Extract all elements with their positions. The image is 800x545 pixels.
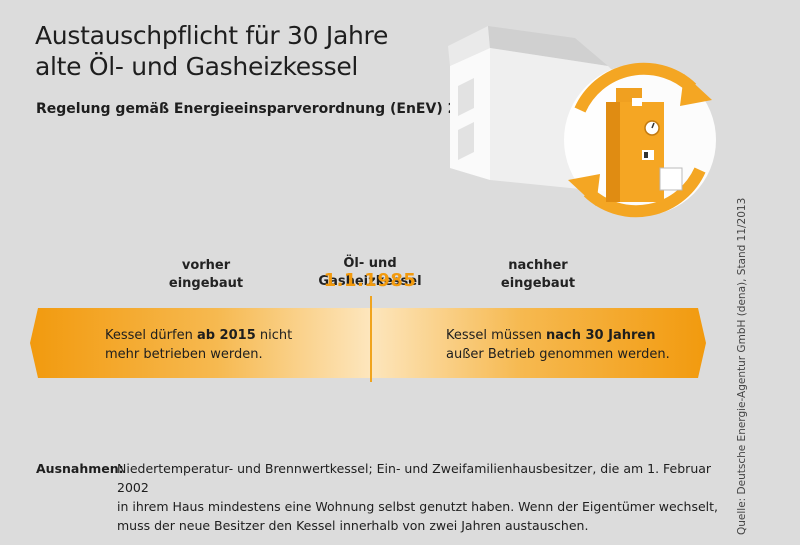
after-label-line-1: nachher <box>508 258 568 273</box>
exceptions-label: Ausnahmen: <box>36 461 124 476</box>
exceptions-body: Niedertemperatur- und Brennwertkessel; E… <box>117 459 727 535</box>
before-label-line-1: vorher <box>181 258 231 273</box>
before-label-line-2: eingebaut <box>168 276 244 291</box>
timeline-divider <box>370 296 372 382</box>
illustration <box>448 26 716 218</box>
after-label-line-2: eingebaut <box>500 276 576 291</box>
band-left-text-bold: ab 2015 <box>196 328 256 343</box>
band-right <box>370 308 706 378</box>
band-left-text-part1: Kessel dürfen <box>105 328 197 343</box>
exceptions-line-1: Niedertemperatur- und Brennwertkessel; E… <box>117 461 712 495</box>
before-label: vorher eingebaut <box>136 257 276 293</box>
timeline-band <box>30 308 706 378</box>
band-left-text: Kessel dürfen ab 2015 nicht mehr betrieb… <box>105 326 292 364</box>
source-note: Quelle: Deutsche Energie-Agentur GmbH (d… <box>736 197 748 535</box>
page-title: Austauschpflicht für 30 Jahre alte Öl- u… <box>35 20 455 82</box>
title-line-2: alte Öl- und Gasheizkessel <box>35 52 359 81</box>
band-right-text-line-1: Kessel müssen nach 30 Jahren <box>446 326 670 345</box>
exceptions-line-3: muss der neue Besitzer den Kessel innerh… <box>117 518 589 533</box>
exceptions-line-2: in ihrem Haus mindestens eine Wohnung se… <box>117 499 719 514</box>
band-left <box>30 308 370 378</box>
band-right-text-line-2: außer Betrieb genommen werden. <box>446 347 670 362</box>
cutoff-date: 1.1.1985 <box>323 270 417 291</box>
band-left-text-line-2: mehr betrieben werden. <box>105 347 263 362</box>
band-right-text: Kessel müssen nach 30 Jahren außer Betri… <box>446 326 670 364</box>
boiler-label: Öl- und Gasheizkessel <box>318 256 422 289</box>
boiler-icon <box>606 88 683 202</box>
title-line-1: Austauschpflicht für 30 Jahre <box>35 21 389 50</box>
band-left-text-part2: nicht <box>255 328 293 343</box>
after-label: nachher eingebaut <box>468 257 608 293</box>
band-right-text-part1: Kessel müssen <box>446 328 546 343</box>
band-left-text-line-1: Kessel dürfen ab 2015 nicht <box>105 326 292 345</box>
band-right-text-bold: nach 30 Jahren <box>545 328 656 343</box>
subtitle: Regelung gemäß Energieeinsparverordnung … <box>36 101 493 117</box>
